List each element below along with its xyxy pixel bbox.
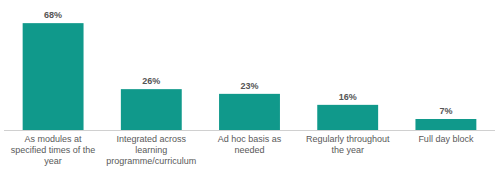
- data-label: 16%: [339, 92, 357, 102]
- category-label: Full day block: [418, 134, 474, 144]
- category-label: Integrated acrosslearningprogramme/curri…: [106, 134, 196, 166]
- category-label: Ad hoc basis asneeded: [218, 134, 282, 155]
- data-label: 23%: [240, 81, 258, 91]
- bars: [23, 23, 477, 130]
- bar: [219, 94, 280, 130]
- baseline: [4, 130, 495, 131]
- category-label: Regularly throughoutthe year: [306, 134, 390, 155]
- bar: [317, 105, 378, 130]
- data-label: 68%: [44, 10, 62, 20]
- chart: 68% 26% 23% 16% 7% As modules atspecified tim…: [0, 0, 499, 184]
- data-label: 7%: [439, 106, 452, 116]
- bar: [121, 89, 182, 130]
- bar: [23, 23, 84, 130]
- bar: [415, 119, 476, 130]
- data-label: 26%: [142, 76, 160, 86]
- category-label: As modules atspecified times of theyear: [11, 134, 96, 166]
